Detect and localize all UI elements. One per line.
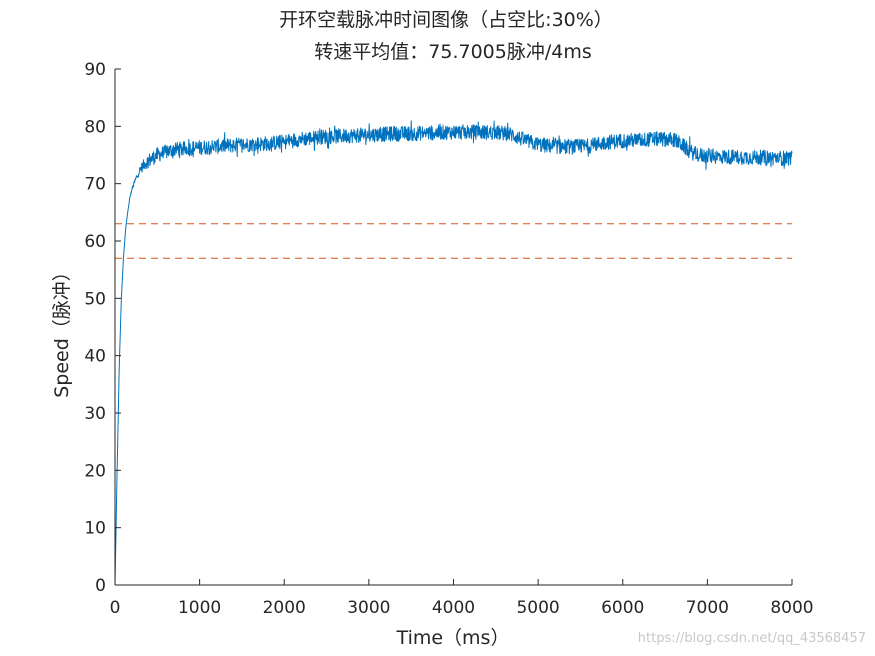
plot-area: 0 1000 2000 3000 4000 5000 6000 7000 8000 0 10 20 3… bbox=[84, 60, 813, 618]
y-tick-label: 40 bbox=[84, 347, 106, 367]
x-axis-ticks: 0 1000 2000 3000 4000 5000 6000 7000 8000 bbox=[110, 579, 814, 618]
speed-series-line bbox=[114, 120, 793, 586]
y-tick-label: 20 bbox=[84, 461, 106, 481]
chart-title-line2: 转速平均值：75.7005脉冲/4ms bbox=[314, 41, 591, 63]
x-tick-label: 1000 bbox=[178, 598, 221, 618]
y-tick-label: 30 bbox=[84, 404, 106, 424]
x-tick-label: 8000 bbox=[770, 598, 813, 618]
watermark: https://blog.csdn.net/qq_43568457 bbox=[638, 631, 866, 646]
x-tick-label: 5000 bbox=[516, 598, 559, 618]
x-axis-label: Time（ms） bbox=[396, 627, 510, 649]
y-axis-label: Speed（脉冲） bbox=[51, 262, 73, 398]
y-tick-label: 50 bbox=[84, 289, 106, 309]
x-tick-label: 3000 bbox=[347, 598, 390, 618]
y-tick-label: 90 bbox=[84, 60, 106, 80]
reference-lines bbox=[115, 223, 792, 259]
y-tick-label: 80 bbox=[84, 117, 106, 137]
x-tick-label: 2000 bbox=[263, 598, 306, 618]
chart-title-line1: 开环空载脉冲时间图像（占空比:30%） bbox=[279, 9, 613, 31]
y-tick-label: 0 bbox=[95, 576, 106, 596]
x-tick-label: 6000 bbox=[601, 598, 644, 618]
x-tick-label: 7000 bbox=[686, 598, 729, 618]
x-tick-label: 4000 bbox=[432, 598, 475, 618]
y-tick-label: 70 bbox=[84, 175, 106, 195]
y-tick-label: 60 bbox=[84, 232, 106, 252]
y-tick-label: 10 bbox=[84, 519, 106, 539]
y-axis-ticks: 0 10 20 30 40 50 60 70 80 90 bbox=[84, 60, 121, 596]
x-tick-label: 0 bbox=[110, 598, 121, 618]
